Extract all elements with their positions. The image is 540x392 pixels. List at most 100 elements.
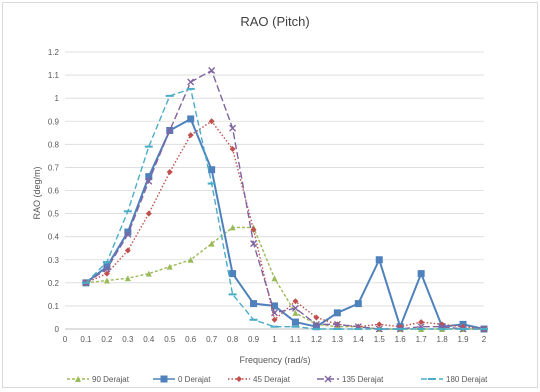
- data-point-90-derajat: [187, 256, 194, 263]
- data-point-90-derajat: [292, 309, 299, 316]
- y-tick-label: 0.5: [48, 210, 60, 219]
- rao-pitch-chart: RAO (Pitch) 0 0.1 0.2 0.3 0.4 0.5 0.6 0.7 0.8 0.9…: [32, 14, 488, 384]
- series-group: [81, 66, 488, 333]
- data-point-135-derajat: [124, 230, 132, 238]
- data-point-135-derajat: [271, 309, 278, 317]
- x-tick-label: 1.7: [416, 335, 428, 344]
- series-line-0-derajat: [85, 117, 485, 330]
- y-tick-label: 0.6: [48, 187, 60, 196]
- y-axis-ticks: 0 0.1 0.2 0.3 0.4 0.5 0.6 0.7 0.8 0.9 1 1.1 1.2: [48, 48, 60, 334]
- series-line-45-derajat: [85, 120, 485, 330]
- gridlines: [65, 51, 484, 307]
- y-tick-label: 0.7: [48, 163, 60, 172]
- x-tick-label: 1.5: [374, 335, 386, 344]
- data-point-45-derajat: [376, 321, 383, 328]
- y-axis-label: RAO (deg/m): [32, 166, 42, 219]
- legend-item-135-derajat: 135 Derajat: [317, 375, 384, 384]
- legend-marker-135-derajat: [324, 375, 332, 383]
- data-point-45-derajat: [145, 210, 152, 217]
- x-tick-label: 0: [63, 335, 68, 344]
- legend-item-45-derajat: 45 Derajat: [228, 375, 291, 384]
- data-point-135-derajat: [166, 126, 174, 134]
- x-tick-label: 1.1: [290, 335, 302, 344]
- legend: 90 Derajat 0 Derajat 45 Derajat 135 Derajat…: [67, 375, 488, 384]
- series-line-180-derajat: [85, 88, 484, 330]
- data-point-90-derajat: [145, 270, 152, 277]
- data-point-90-derajat: [166, 263, 173, 270]
- x-axis-label: Frequency (rad/s): [239, 355, 310, 365]
- legend-item-0-derajat: 0 Derajat: [153, 375, 211, 384]
- x-tick-label: 1.2: [311, 335, 323, 344]
- data-point-135-derajat: [312, 320, 320, 328]
- series-line-135-derajat: [85, 69, 484, 330]
- data-point-0-derajat: [333, 309, 341, 317]
- data-point-45-derajat: [103, 270, 110, 277]
- data-point-90-derajat: [103, 277, 110, 284]
- data-point-0-derajat: [250, 300, 258, 308]
- data-point-45-derajat: [418, 319, 425, 326]
- data-point-0-derajat: [375, 256, 383, 264]
- legend-label-0-derajat: 0 Derajat: [178, 375, 211, 384]
- legend-label-45-derajat: 45 Derajat: [253, 375, 291, 384]
- chart-title: RAO (Pitch): [240, 14, 309, 29]
- data-point-90-derajat: [208, 240, 215, 247]
- x-tick-label: 1.4: [353, 335, 365, 344]
- x-tick-label: 1.8: [437, 335, 449, 344]
- data-point-0-derajat: [187, 115, 195, 123]
- data-point-135-derajat: [250, 240, 258, 248]
- data-point-135-derajat: [291, 304, 299, 312]
- x-tick-label: 0.2: [101, 335, 113, 344]
- data-point-135-derajat: [208, 66, 216, 74]
- legend-marker-0-derajat: [160, 375, 168, 383]
- x-tick-label: 1.3: [332, 335, 344, 344]
- data-point-45-derajat: [166, 169, 173, 176]
- y-tick-label: 1: [55, 94, 60, 103]
- x-tick-label: 0.3: [122, 335, 134, 344]
- legend-item-180-derajat: 180 Derajat: [421, 375, 488, 384]
- x-tick-label: 2: [482, 335, 487, 344]
- y-tick-label: 0.3: [48, 256, 60, 265]
- data-point-0-derajat: [417, 270, 425, 278]
- x-tick-label: 1: [272, 335, 277, 344]
- x-tick-label: 0.6: [185, 335, 197, 344]
- data-point-45-derajat: [292, 298, 299, 305]
- data-point-135-derajat: [103, 265, 111, 273]
- data-point-45-derajat: [229, 145, 236, 152]
- data-point-90-derajat: [229, 224, 236, 231]
- data-point-45-derajat: [187, 132, 194, 139]
- legend-label-135-derajat: 135 Derajat: [342, 375, 384, 384]
- y-tick-label: 0: [55, 325, 60, 334]
- legend-marker-90-derajat: [75, 376, 81, 382]
- series-180-derajat: [81, 87, 488, 330]
- data-point-45-derajat: [271, 316, 278, 323]
- x-tick-label: 0.5: [164, 335, 176, 344]
- data-point-0-derajat: [208, 166, 216, 174]
- x-tick-label: 0.1: [80, 335, 92, 344]
- data-point-135-derajat: [187, 78, 195, 86]
- legend-marker-45-derajat: [236, 376, 242, 382]
- x-tick-label: 0.4: [143, 335, 155, 344]
- chart-container: RAO (Pitch) 0 0.1 0.2 0.3 0.4 0.5 0.6 0.7 0.8 0.9…: [2, 2, 538, 388]
- data-point-90-derajat: [124, 275, 131, 282]
- legend-label-90-derajat: 90 Derajat: [92, 375, 130, 384]
- x-tick-label: 0.7: [206, 335, 218, 344]
- y-tick-label: 0.9: [48, 117, 60, 126]
- x-tick-label: 0.8: [227, 335, 239, 344]
- x-axis-ticks: 0 0.1 0.2 0.3 0.4 0.5 0.6 0.7 0.8 0.9 1 1.1 1.2 1.3 1.…: [63, 335, 487, 344]
- data-point-135-derajat: [229, 124, 237, 132]
- x-tick-label: 1.9: [457, 335, 469, 344]
- series-135-derajat: [82, 66, 488, 333]
- y-tick-label: 0.8: [48, 140, 60, 149]
- data-point-0-derajat: [354, 300, 362, 308]
- series-90-derajat: [82, 224, 487, 332]
- data-point-0-derajat: [291, 318, 299, 326]
- y-tick-label: 1.1: [48, 71, 60, 80]
- x-tick-label: 0.9: [248, 335, 260, 344]
- x-tick-label: 1.6: [395, 335, 407, 344]
- series-45-derajat: [82, 118, 487, 332]
- data-point-45-derajat: [313, 314, 320, 321]
- data-point-45-derajat: [124, 247, 131, 254]
- data-point-45-derajat: [208, 118, 215, 125]
- y-tick-label: 0.1: [48, 302, 60, 311]
- y-tick-label: 1.2: [48, 48, 60, 57]
